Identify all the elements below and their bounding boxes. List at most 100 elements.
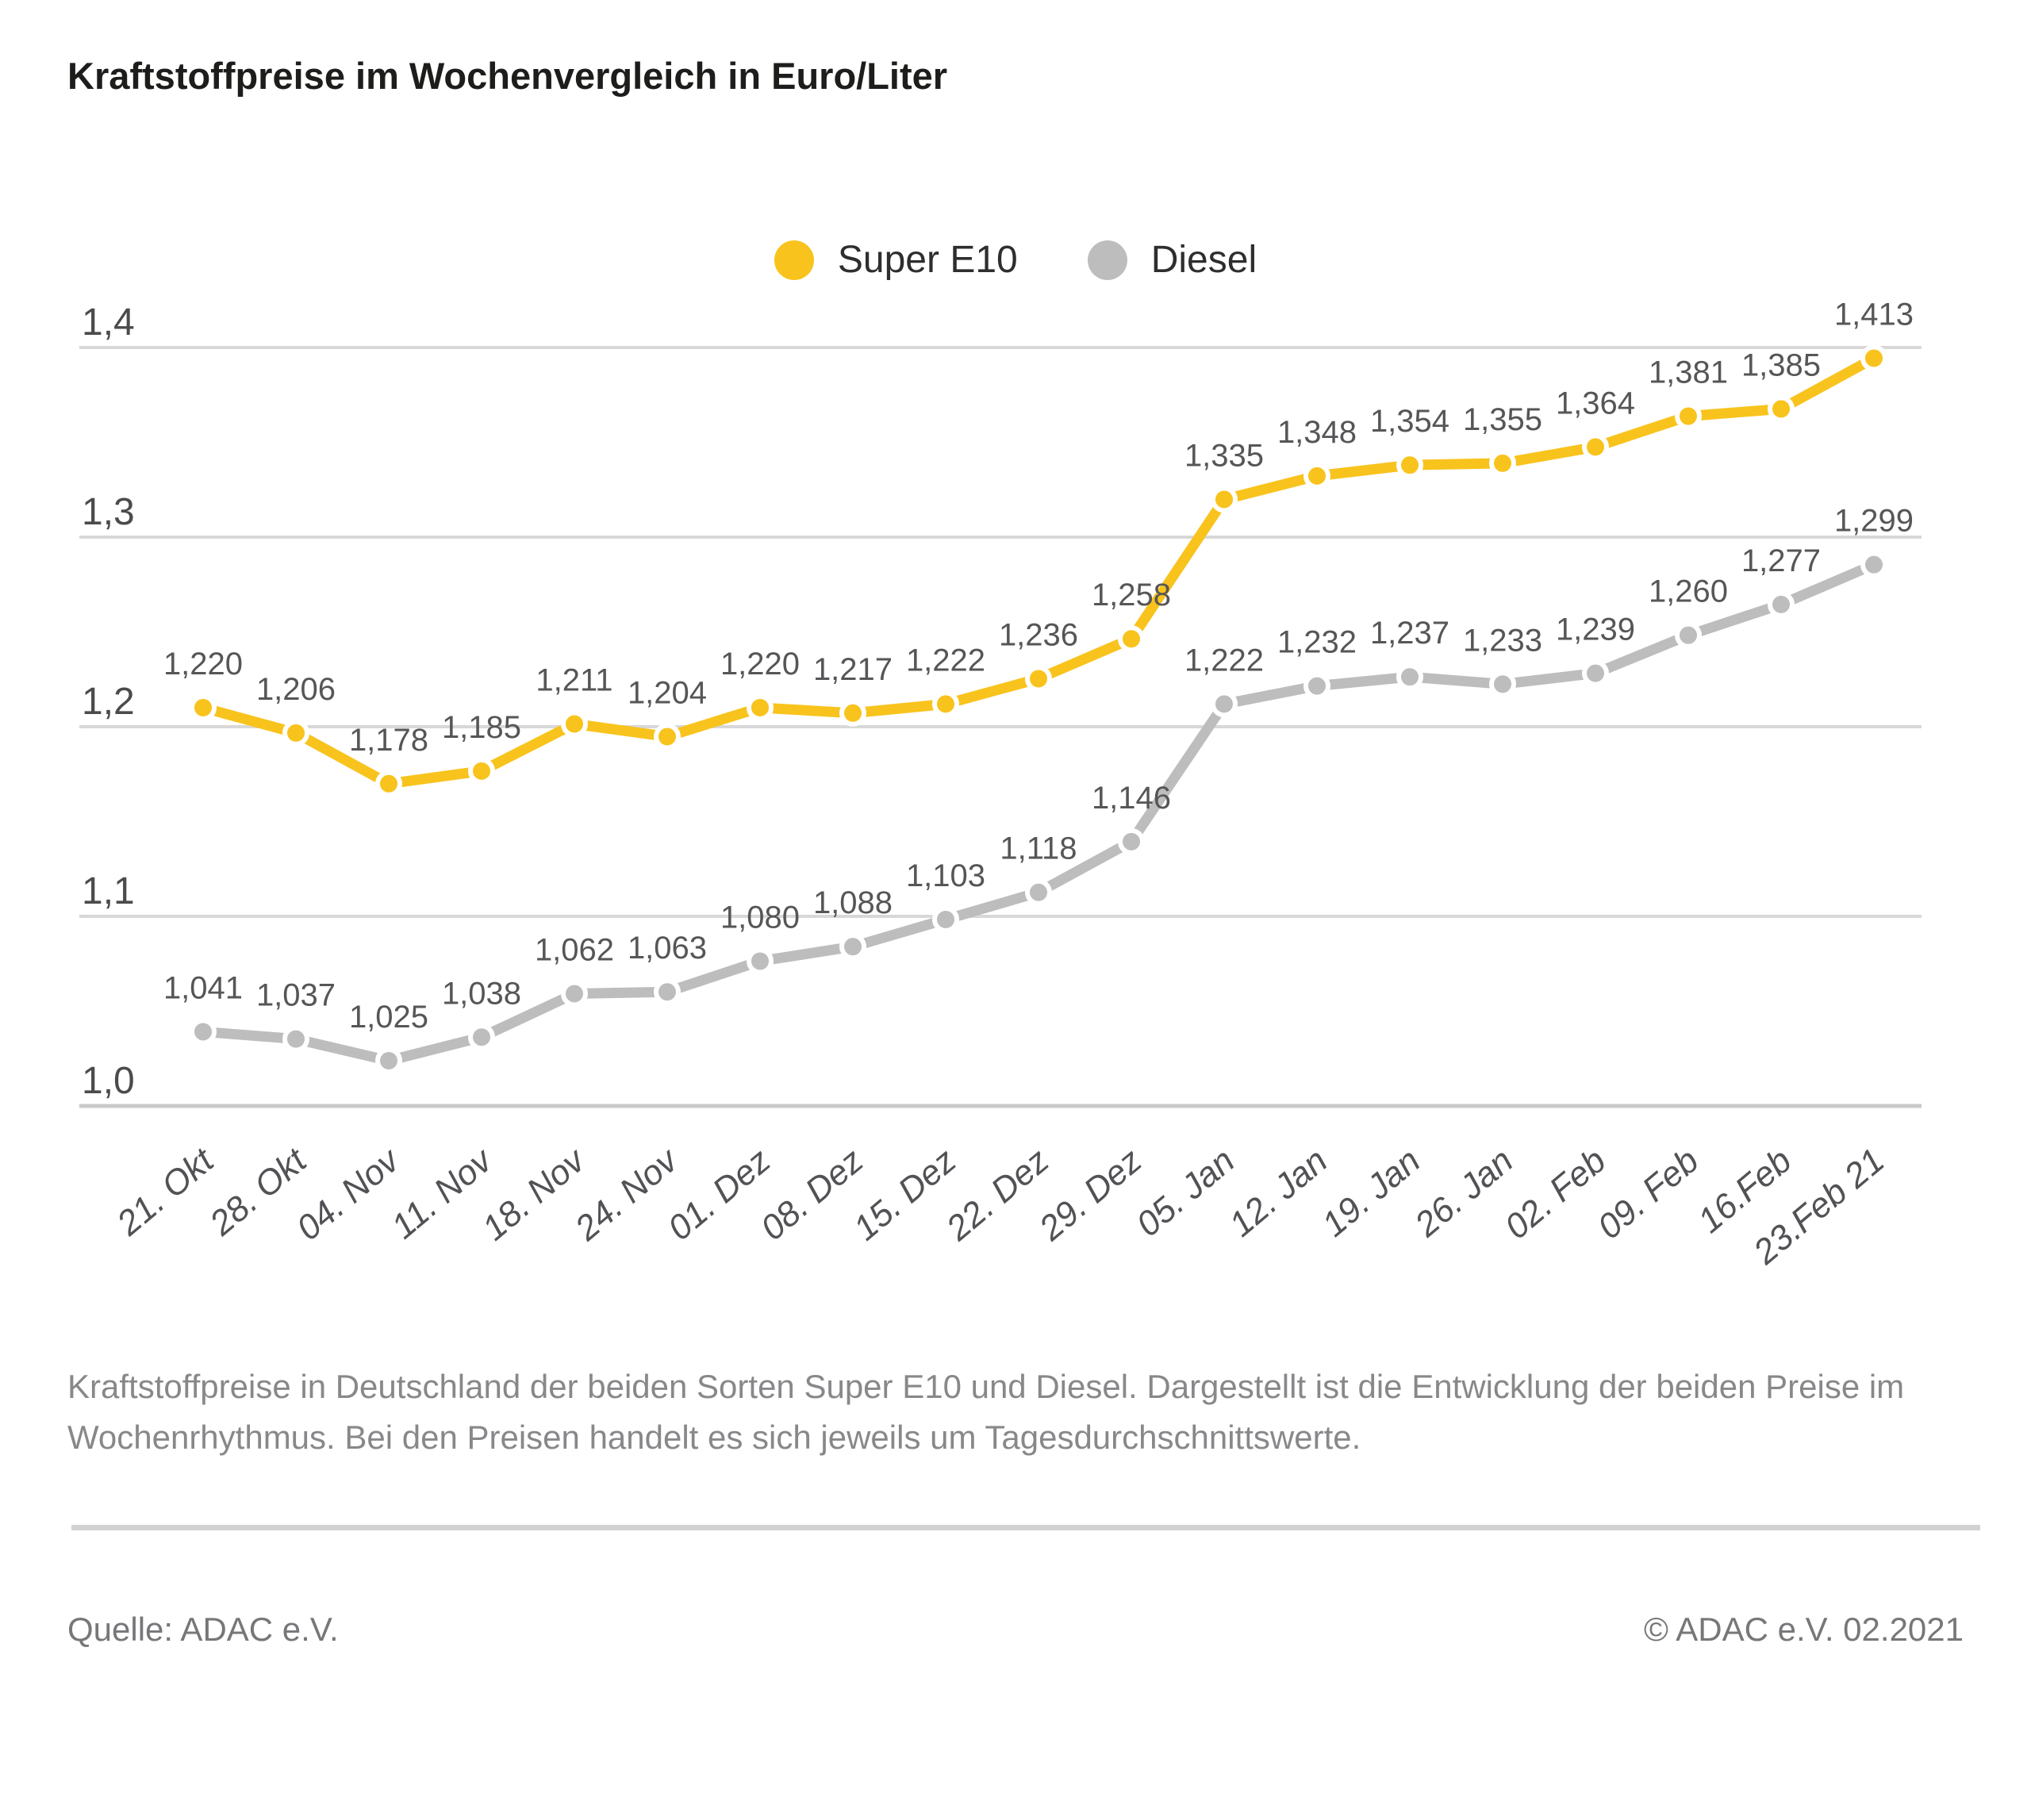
data-point bbox=[375, 770, 402, 797]
y-axis-tick-label: 1,1 bbox=[82, 870, 135, 912]
data-point-label: 1,299 bbox=[1834, 504, 1914, 539]
data-point bbox=[1582, 433, 1609, 461]
data-point bbox=[1211, 690, 1238, 718]
data-point-label: 1,236 bbox=[999, 617, 1078, 652]
x-axis-tick-label: 11. Nov bbox=[384, 1139, 501, 1246]
data-point-label: 1,348 bbox=[1277, 415, 1357, 450]
data-point bbox=[1025, 665, 1052, 693]
data-point bbox=[190, 1018, 217, 1046]
source-text: Quelle: ADAC e.V. bbox=[67, 1611, 339, 1648]
data-point bbox=[190, 693, 217, 721]
x-axis-tick: 26. Jan bbox=[1407, 1141, 1521, 1245]
data-point bbox=[282, 719, 309, 747]
x-axis-tick: 11. Nov bbox=[384, 1139, 501, 1246]
data-point-label: 1,222 bbox=[1184, 643, 1264, 678]
data-point-label: 1,206 bbox=[256, 672, 336, 707]
x-axis-tick: 05. Jan bbox=[1129, 1141, 1242, 1244]
data-point-label: 1,038 bbox=[442, 976, 521, 1011]
data-point-label: 1,413 bbox=[1834, 298, 1914, 332]
data-point bbox=[561, 980, 588, 1008]
data-point-label: 1,063 bbox=[628, 931, 707, 966]
data-point-label: 1,025 bbox=[349, 1000, 428, 1035]
series-diesel: 1,041 1,037 1,025 1,038 1,062 1,063 1,080 1,088… bbox=[163, 504, 1914, 1074]
legend-label-diesel: Diesel bbox=[1150, 239, 1257, 281]
data-point bbox=[1303, 462, 1330, 490]
chart-caption: Kraftstoffpreise in Deutschland der beid… bbox=[67, 1368, 1905, 1456]
data-point-label: 1,364 bbox=[1556, 386, 1635, 420]
x-axis-tick: 02. Feb bbox=[1498, 1141, 1614, 1246]
x-axis-tick-label: 22. Dez bbox=[939, 1141, 1056, 1249]
data-point-label: 1,385 bbox=[1741, 347, 1821, 382]
x-axis-tick-label: 12. Jan bbox=[1222, 1141, 1334, 1244]
data-point-label: 1,217 bbox=[813, 652, 893, 687]
x-axis-tick: 09. Feb bbox=[1591, 1141, 1707, 1246]
data-point-label: 1,185 bbox=[442, 710, 521, 745]
data-point bbox=[1118, 827, 1145, 855]
data-point-label: 1,204 bbox=[628, 675, 707, 710]
data-point-label: 1,258 bbox=[1092, 578, 1171, 612]
data-point bbox=[1489, 670, 1516, 698]
x-axis-tick: 18. Nov bbox=[475, 1139, 594, 1248]
data-point-label: 1,233 bbox=[1463, 623, 1542, 658]
data-point bbox=[375, 1046, 402, 1074]
data-point bbox=[1768, 395, 1795, 423]
x-axis-tick: 01. Dez bbox=[661, 1141, 778, 1248]
legend-swatch-super-e10-icon bbox=[774, 240, 814, 280]
data-point-label: 1,088 bbox=[813, 885, 893, 920]
x-axis-tick-label: 19. Jan bbox=[1315, 1141, 1427, 1244]
data-point bbox=[1396, 663, 1423, 691]
x-axis-tick-label: 05. Jan bbox=[1129, 1141, 1242, 1244]
series-super-e10: 1,220 1,206 1,178 1,185 1,211 1,204 1,220 1,217… bbox=[163, 298, 1914, 797]
data-point bbox=[1489, 449, 1516, 477]
data-point bbox=[1396, 451, 1423, 479]
data-point-label: 1,118 bbox=[1000, 831, 1077, 866]
data-point bbox=[1118, 625, 1145, 653]
data-point bbox=[1025, 878, 1052, 906]
data-point bbox=[654, 723, 681, 751]
y-axis-tick-label: 1,3 bbox=[82, 491, 135, 533]
data-point bbox=[468, 757, 495, 785]
data-point-label: 1,080 bbox=[720, 900, 800, 935]
data-point bbox=[282, 1025, 309, 1053]
footer: Quelle: ADAC e.V. © ADAC e.V. 02.2021 bbox=[67, 1611, 1964, 1649]
data-point-label: 1,178 bbox=[349, 723, 428, 758]
data-point-label: 1,335 bbox=[1184, 439, 1264, 474]
x-axis-tick: 29. Dez bbox=[1031, 1141, 1149, 1249]
data-point-label: 1,232 bbox=[1277, 625, 1357, 660]
data-point bbox=[1675, 402, 1702, 430]
x-axis-tick-label: 24. Nov bbox=[567, 1139, 687, 1249]
data-point-label: 1,220 bbox=[720, 647, 800, 682]
data-point-label: 1,037 bbox=[256, 978, 336, 1013]
x-axis-tick-label: 18. Nov bbox=[475, 1139, 594, 1248]
x-axis-tick: 22. Dez bbox=[939, 1141, 1056, 1249]
data-point bbox=[839, 699, 866, 727]
legend-item-super-e10: Super E10 bbox=[774, 238, 1018, 282]
data-point-label: 1,211 bbox=[536, 662, 612, 697]
legend-label-super-e10: Super E10 bbox=[837, 239, 1018, 281]
data-point-label: 1,237 bbox=[1370, 616, 1449, 651]
x-axis-tick: 15. Dez bbox=[847, 1141, 964, 1248]
legend-swatch-diesel-icon bbox=[1087, 240, 1127, 280]
divider bbox=[71, 1525, 1980, 1530]
data-point-label: 1,062 bbox=[535, 933, 614, 968]
data-point bbox=[747, 947, 774, 975]
data-point bbox=[1211, 486, 1238, 513]
data-point bbox=[932, 690, 959, 718]
data-point bbox=[839, 933, 866, 961]
chart-title: Kraftstoffpreise im Wochenvergleich in E… bbox=[67, 55, 948, 97]
x-axis-tick-label: 21. Okt bbox=[109, 1140, 222, 1243]
data-point-label: 1,239 bbox=[1556, 612, 1635, 647]
x-axis-tick: 04. Nov bbox=[290, 1139, 409, 1248]
x-axis-tick-label: 26. Jan bbox=[1407, 1141, 1521, 1245]
y-axis-tick-label: 1,2 bbox=[82, 681, 135, 723]
x-axis-tick: 12. Jan bbox=[1222, 1141, 1334, 1244]
data-point bbox=[932, 905, 959, 933]
data-point-label: 1,220 bbox=[163, 647, 243, 682]
data-point-label: 1,146 bbox=[1092, 781, 1171, 816]
x-axis-tick: 19. Jan bbox=[1315, 1141, 1427, 1244]
copyright-text: © ADAC e.V. 02.2021 bbox=[1644, 1611, 1964, 1648]
data-point bbox=[1768, 590, 1795, 618]
data-point-label: 1,222 bbox=[906, 643, 985, 678]
legend-item-diesel: Diesel bbox=[1087, 238, 1257, 282]
